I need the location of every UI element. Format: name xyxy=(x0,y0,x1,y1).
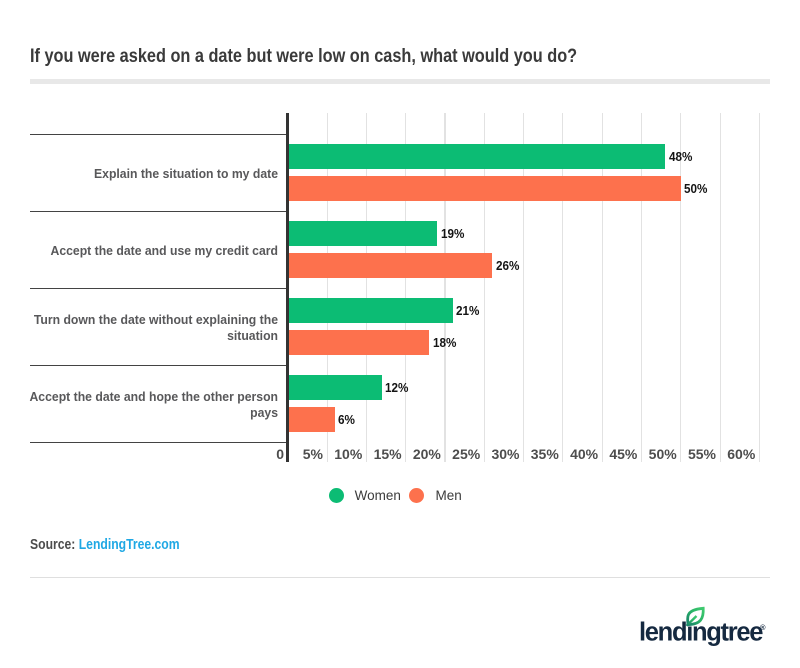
svg-text:lendıngtree: lendıngtree xyxy=(639,618,763,646)
svg-text:®: ® xyxy=(760,623,766,632)
